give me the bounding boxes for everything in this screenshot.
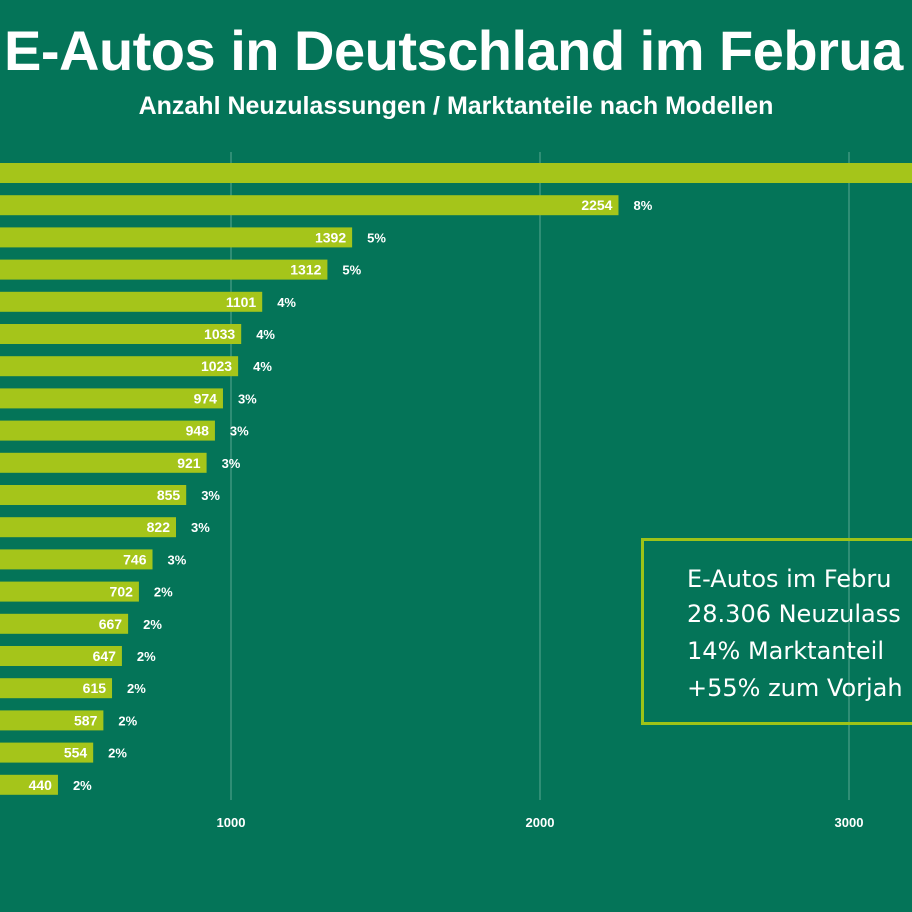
bar-share-label: 4%	[277, 295, 296, 310]
bar	[0, 163, 912, 183]
x-tick-label: 3000	[835, 815, 864, 830]
bar	[0, 227, 353, 248]
bar-share-label: 4%	[256, 327, 275, 342]
bar-value-label: 746	[123, 551, 147, 567]
bar-share-label: 3%	[230, 424, 249, 439]
bar	[0, 195, 619, 216]
summary-line-4: +55% zum Vorjah	[687, 674, 903, 702]
bar-value-label: 822	[147, 519, 171, 535]
bar-value-label: 2254	[581, 197, 612, 213]
bar-value-label: 702	[110, 584, 134, 600]
bar-value-label: 440	[29, 777, 53, 793]
bar	[0, 710, 104, 731]
bar-value-label: 1033	[204, 326, 235, 342]
bar-share-label: 4%	[253, 359, 272, 374]
bar	[0, 549, 153, 570]
bar	[0, 291, 263, 312]
bar	[0, 420, 215, 441]
bar-value-label: 948	[186, 423, 210, 439]
bar-value-label: 1312	[290, 262, 321, 278]
bar-share-label: 3%	[168, 552, 187, 567]
bar-value-label: 647	[93, 648, 117, 664]
chart-title: E-Autos in Deutschland im Februa	[4, 19, 903, 82]
summary-line-2: 28.306 Neuzulass	[687, 600, 901, 628]
bar	[0, 646, 122, 666]
bar-share-label: 2%	[73, 778, 92, 793]
bar	[0, 356, 239, 377]
bar-share-label: 2%	[154, 585, 173, 600]
bar-value-label: 1023	[201, 358, 232, 374]
bar-value-label: 974	[194, 390, 218, 406]
bar-share-label: 2%	[118, 713, 137, 728]
chart-subtitle: Anzahl Neuzulassungen / Marktanteile nac…	[138, 92, 774, 120]
bar	[0, 259, 328, 280]
bar	[0, 517, 176, 538]
bar	[0, 678, 113, 699]
bar-value-label: 921	[177, 455, 201, 471]
bar-share-label: 3%	[238, 391, 257, 406]
summary-line-1: E-Autos im Febru	[687, 565, 892, 593]
bar-value-label: 855	[157, 487, 181, 503]
bar-value-label: 1101	[226, 294, 257, 310]
bar	[0, 613, 129, 634]
bar-value-label: 587	[74, 712, 98, 728]
bar	[0, 742, 94, 763]
bar	[0, 774, 58, 795]
bar-share-label: 3%	[191, 520, 210, 535]
bar-share-label: 3%	[201, 488, 220, 503]
bar-share-label: 3%	[222, 456, 241, 471]
bar-share-label: 5%	[367, 230, 386, 245]
bar-value-label: 667	[99, 616, 123, 632]
summary-line-3: 14% Marktanteil	[687, 637, 884, 665]
bar	[0, 324, 242, 344]
bar-share-label: 2%	[127, 681, 146, 696]
bar-value-label: 615	[83, 680, 107, 696]
bar-share-label: 8%	[633, 198, 652, 213]
bar	[0, 452, 207, 473]
bar	[0, 485, 187, 505]
bar-value-label: 554	[64, 745, 88, 761]
x-tick-label: 2000	[526, 815, 555, 830]
bar-share-label: 2%	[137, 649, 156, 664]
bar-share-label: 2%	[108, 746, 127, 761]
bar-share-label: 5%	[342, 263, 361, 278]
summary-box	[641, 538, 912, 725]
bar-value-label: 1392	[315, 229, 346, 245]
bar-share-label: 2%	[143, 617, 162, 632]
bar	[0, 388, 223, 409]
x-tick-label: 1000	[217, 815, 246, 830]
bar	[0, 581, 139, 602]
